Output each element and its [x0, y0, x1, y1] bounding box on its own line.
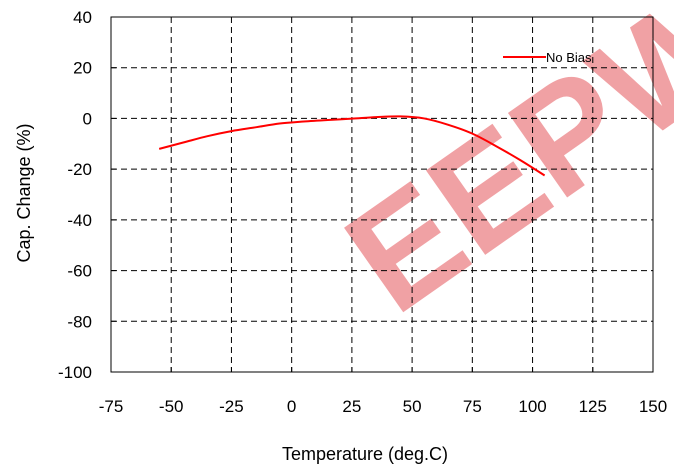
- watermark: EEPW: [317, 0, 674, 344]
- watermark-logo: EEPW: [317, 0, 674, 344]
- x-tick-label: 25: [342, 397, 361, 416]
- y-tick-label: -20: [67, 160, 92, 179]
- x-tick-label: 150: [639, 397, 667, 416]
- y-tick-label: 40: [73, 8, 92, 27]
- y-tick-label: -80: [67, 312, 92, 331]
- legend: No Bias: [503, 50, 592, 65]
- x-tick-label: 50: [403, 397, 422, 416]
- x-axis-ticks: -75 -50 -25 0 25 50 75 100 125 150: [99, 367, 667, 416]
- x-tick-label: 125: [579, 397, 607, 416]
- y-tick-label: -40: [67, 211, 92, 230]
- series-line-no-bias: [158, 115, 546, 177]
- y-tick-label: 20: [73, 59, 92, 78]
- y-tick-label: 0: [83, 109, 92, 128]
- x-tick-label: -25: [219, 397, 244, 416]
- x-tick-label: 75: [463, 397, 482, 416]
- x-tick-label: -75: [99, 397, 124, 416]
- grid: [111, 17, 653, 372]
- x-tick-label: 100: [518, 397, 546, 416]
- y-axis-ticks: 40 20 0 -20 -40 -60 -80 -100: [58, 8, 116, 382]
- legend-label: No Bias: [546, 50, 592, 65]
- x-tick-label: -50: [159, 397, 184, 416]
- x-axis-title: Temperature (deg.C): [282, 444, 448, 464]
- y-tick-label: -60: [67, 262, 92, 281]
- series: [158, 115, 546, 177]
- plot-frame: [110, 16, 654, 373]
- y-tick-label: -100: [58, 363, 92, 382]
- y-axis-title: Cap. Change (%): [14, 123, 34, 262]
- x-tick-label: 0: [287, 397, 296, 416]
